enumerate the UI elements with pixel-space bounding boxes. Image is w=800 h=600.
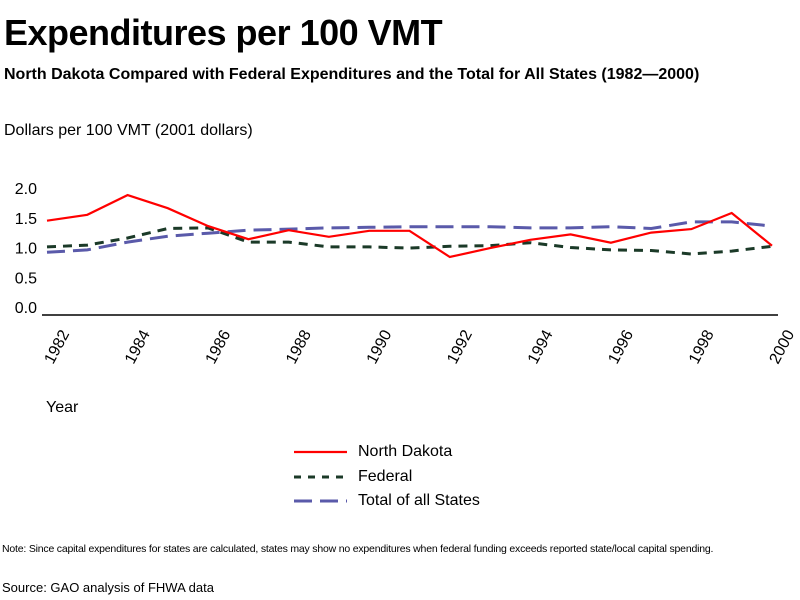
x-tick-label: 1984 xyxy=(122,327,154,366)
y-tick-label: 0.0 xyxy=(15,300,37,317)
legend-label-north-dakota: North Dakota xyxy=(358,443,453,460)
y-tick-labels: 0.0 0.5 1.0 1.5 2.0 xyxy=(15,181,37,317)
y-tick-label: 1.0 xyxy=(15,241,37,258)
x-tick-label: 1996 xyxy=(605,327,637,366)
footnote: Note: Since capital expenditures for sta… xyxy=(2,543,714,555)
x-axis-label: Year xyxy=(46,399,79,416)
chart-title: Expenditures per 100 VMT xyxy=(4,12,443,53)
x-tick-label: 1986 xyxy=(203,327,235,366)
x-tick-label: 1994 xyxy=(525,327,557,366)
legend-swatches xyxy=(294,450,347,503)
y-tick-label: 2.0 xyxy=(15,181,37,198)
x-tick-label: 1988 xyxy=(283,327,315,366)
y-axis-label: Dollars per 100 VMT (2001 dollars) xyxy=(4,122,253,139)
source-note: Source: GAO analysis of FHWA data xyxy=(2,580,214,595)
series-line-total-of-all-states xyxy=(46,220,773,254)
chart-subtitle: North Dakota Compared with Federal Expen… xyxy=(4,66,700,83)
series-lines xyxy=(46,193,773,259)
series-line-federal xyxy=(46,226,773,256)
x-tick-label: 1992 xyxy=(444,327,476,366)
legend-label-total-states: Total of all States xyxy=(358,492,480,509)
x-tick-label: 1982 xyxy=(42,327,74,366)
y-tick-label: 0.5 xyxy=(15,270,37,287)
x-tick-label: 1998 xyxy=(686,327,718,366)
x-tick-label: 1990 xyxy=(364,327,396,366)
y-tick-label: 1.5 xyxy=(15,211,37,228)
x-tick-labels: 1982 1984 1986 1988 1990 1992 1994 1996 1998 2000 xyxy=(42,327,799,366)
x-tick-label: 2000 xyxy=(767,327,799,366)
legend-label-federal: Federal xyxy=(358,468,413,485)
series-line-north-dakota xyxy=(46,193,773,259)
